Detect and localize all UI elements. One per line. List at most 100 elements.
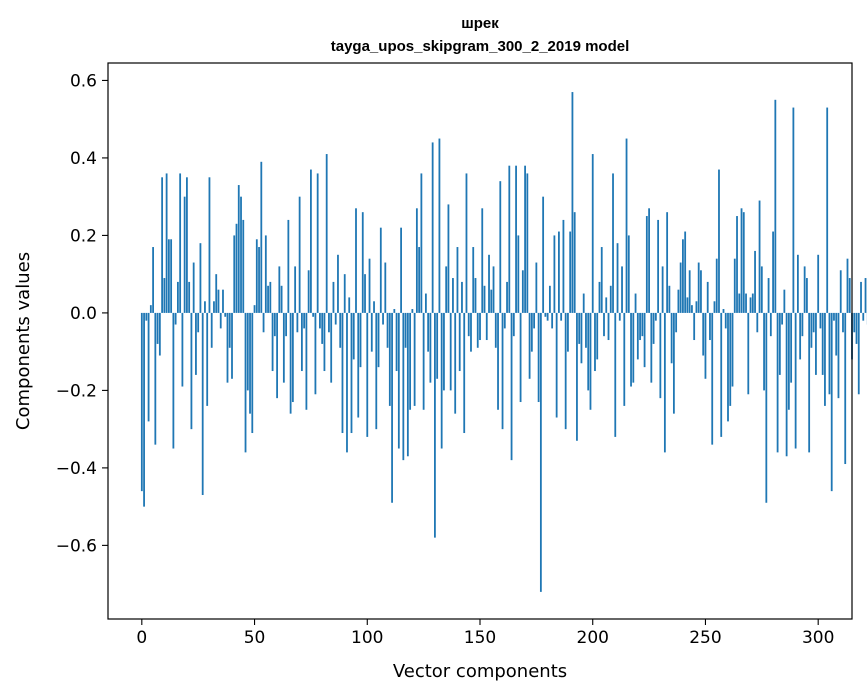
bar-component-70 <box>298 196 301 313</box>
bar-component-238 <box>677 289 680 313</box>
bar-component-257 <box>720 312 723 437</box>
bar-component-276 <box>763 312 765 391</box>
bar-component-259 <box>724 312 727 329</box>
bar-component-258 <box>722 309 725 313</box>
bar-component-195 <box>580 312 583 364</box>
bar-component-181 <box>548 285 551 313</box>
bar-component-227 <box>652 312 655 344</box>
bar-component-232 <box>663 312 666 453</box>
bar-component-59 <box>273 312 276 337</box>
bar-component-65 <box>287 219 290 313</box>
bar-component-10 <box>163 278 166 313</box>
bar-component-307 <box>833 312 835 321</box>
bar-component-296 <box>808 312 811 453</box>
bar-component-19 <box>183 196 186 313</box>
bar-component-154 <box>488 254 490 313</box>
x-tick-label: 100 <box>351 628 383 648</box>
bar-component-313 <box>846 258 849 313</box>
bar-component-15 <box>174 312 177 325</box>
bar-component-4 <box>149 305 152 313</box>
bar-component-69 <box>296 312 299 333</box>
bar-component-189 <box>567 312 569 352</box>
bar-component-175 <box>535 262 538 313</box>
bar-component-311 <box>842 312 844 333</box>
bar-component-68 <box>294 266 297 313</box>
bar-component-96 <box>357 312 360 418</box>
bar-component-35 <box>219 312 222 329</box>
y-tick-label: 0.6 <box>70 71 97 91</box>
bar-component-33 <box>215 274 218 313</box>
bar-component-48 <box>249 312 251 414</box>
bar-component-286 <box>785 312 788 457</box>
bar-component-166 <box>515 165 517 313</box>
bar-component-88 <box>339 312 342 348</box>
bar-component-31 <box>210 312 213 348</box>
bar-component-201 <box>594 312 596 372</box>
bar-component-251 <box>706 281 709 313</box>
bar-component-78 <box>316 173 319 313</box>
bar-component-170 <box>524 165 526 313</box>
bar-component-190 <box>569 231 572 313</box>
y-tick-label: −0.4 <box>56 459 97 479</box>
bar-component-18 <box>181 312 184 387</box>
bar-component-157 <box>494 312 497 348</box>
bar-component-53 <box>260 161 263 313</box>
bar-component-291 <box>796 254 799 313</box>
bar-component-41 <box>233 235 236 313</box>
bar-component-161 <box>503 312 506 329</box>
bar-component-156 <box>492 266 495 313</box>
bar-component-306 <box>830 312 833 492</box>
bar-component-308 <box>835 312 838 356</box>
bar-component-139 <box>454 312 457 414</box>
bar-component-103 <box>373 301 375 313</box>
x-tick-label: 0 <box>136 628 147 648</box>
plot-frame <box>107 62 853 620</box>
bar-component-169 <box>521 270 524 313</box>
bar-component-104 <box>375 312 378 430</box>
y-tick-label: 0.4 <box>70 149 97 169</box>
bar-component-1 <box>143 312 145 507</box>
y-axis-label: Components values <box>13 252 34 430</box>
bar-component-247 <box>697 262 700 313</box>
bar-component-45 <box>242 219 245 313</box>
bar-component-229 <box>657 219 660 313</box>
bar-component-20 <box>186 177 188 313</box>
bar-component-100 <box>366 312 369 437</box>
bar-component-29 <box>206 312 209 406</box>
bar-component-159 <box>499 181 502 313</box>
bar-component-295 <box>806 278 808 313</box>
bar-component-240 <box>682 239 684 313</box>
bar-component-64 <box>285 312 288 337</box>
bar-component-285 <box>783 289 786 313</box>
bar-component-113 <box>395 312 398 372</box>
bar-component-117 <box>404 312 407 348</box>
bar-component-297 <box>810 312 813 348</box>
bar-component-243 <box>688 270 691 313</box>
bar-component-131 <box>436 312 439 379</box>
bar-component-81 <box>323 312 326 372</box>
bar-component-5 <box>152 247 154 313</box>
bar-component-77 <box>314 312 317 395</box>
bar-component-233 <box>666 212 669 313</box>
bar-component-87 <box>337 254 339 313</box>
x-axis: 0 50 100 150 200 250 300 <box>136 619 834 648</box>
bar-component-6 <box>154 312 157 445</box>
bar-component-289 <box>792 107 795 313</box>
bar-component-205 <box>603 312 605 337</box>
bar-component-72 <box>303 312 306 329</box>
bar-component-194 <box>578 312 581 344</box>
bar-component-312 <box>844 312 847 465</box>
bar-component-318 <box>857 312 860 395</box>
bar-component-115 <box>400 227 402 313</box>
bar-component-28 <box>204 301 206 313</box>
bar-component-39 <box>228 312 231 348</box>
bar-component-215 <box>625 138 628 313</box>
bar-component-287 <box>787 312 790 410</box>
bar-component-256 <box>718 169 720 313</box>
bar-component-133 <box>440 312 443 449</box>
bar-component-25 <box>197 312 200 333</box>
bar-component-167 <box>517 235 520 313</box>
bar-component-22 <box>190 312 193 430</box>
bar-component-111 <box>391 312 393 503</box>
bar-component-40 <box>231 312 233 379</box>
